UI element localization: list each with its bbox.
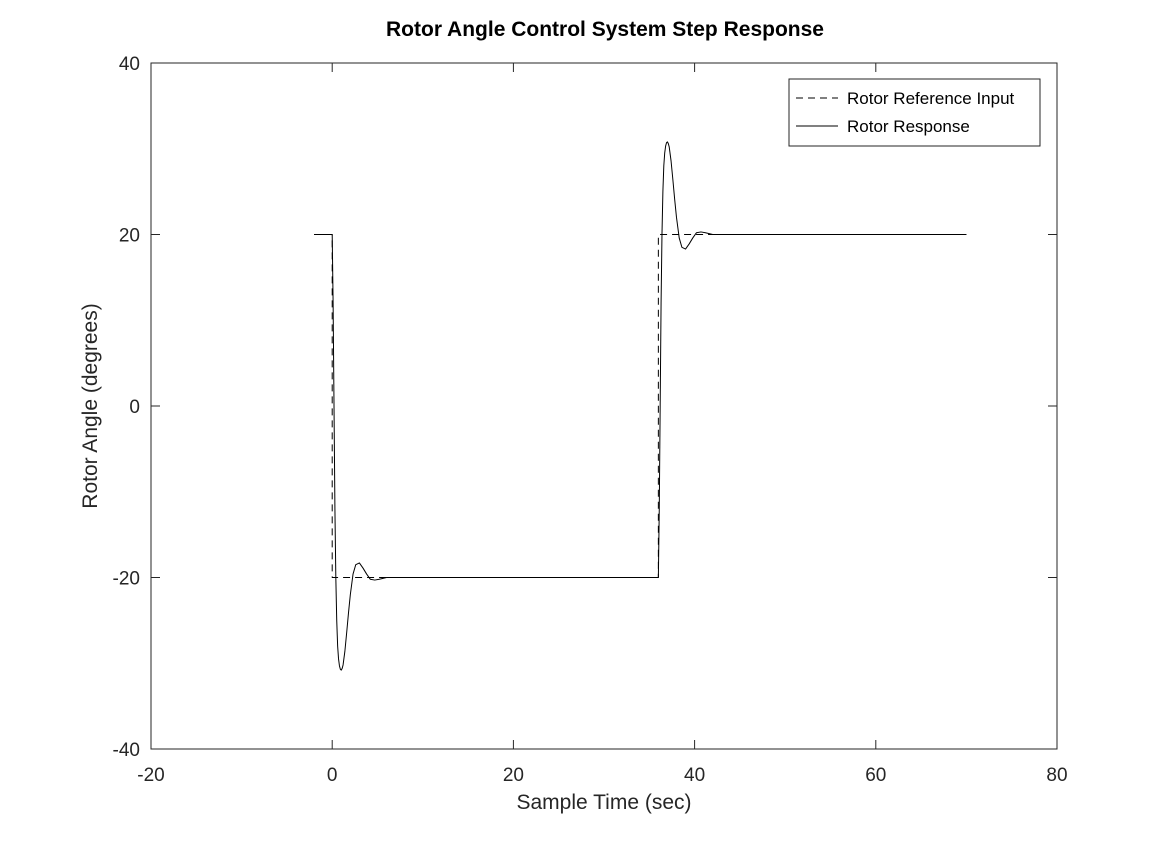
x-tick-label: 0 [327, 765, 338, 786]
legend: Rotor Reference Input Rotor Response [788, 78, 1041, 147]
series-group [314, 141, 967, 671]
x-ticks: -20 0 20 40 60 80 [137, 63, 1068, 786]
x-tick-label: 40 [684, 765, 705, 786]
x-tick-label: 20 [503, 765, 524, 786]
legend-label-reference: Rotor Reference Input [847, 89, 1015, 108]
y-tick-label: 0 [129, 397, 140, 418]
x-axis-label: Sample Time (sec) [516, 791, 691, 814]
x-tick-label: -20 [137, 765, 164, 786]
y-ticks: -40 -20 0 20 40 [113, 54, 1057, 761]
axes-box [150, 62, 1058, 750]
plot-area: -20 0 20 40 60 80 -40 -20 0 20 40 [113, 54, 1068, 786]
y-tick-label: 20 [119, 226, 140, 247]
y-tick-label: -40 [113, 740, 140, 761]
series-line-response [314, 141, 967, 671]
y-axis-label: Rotor Angle (degrees) [79, 303, 102, 508]
legend-label-response: Rotor Response [847, 117, 970, 136]
chart-title: Rotor Angle Control System Step Response [386, 18, 824, 41]
legend-box [788, 78, 1041, 147]
y-tick-label: -20 [113, 569, 140, 590]
y-tick-label: 40 [119, 54, 140, 75]
x-tick-label: 80 [1046, 765, 1067, 786]
x-tick-label: 60 [865, 765, 886, 786]
